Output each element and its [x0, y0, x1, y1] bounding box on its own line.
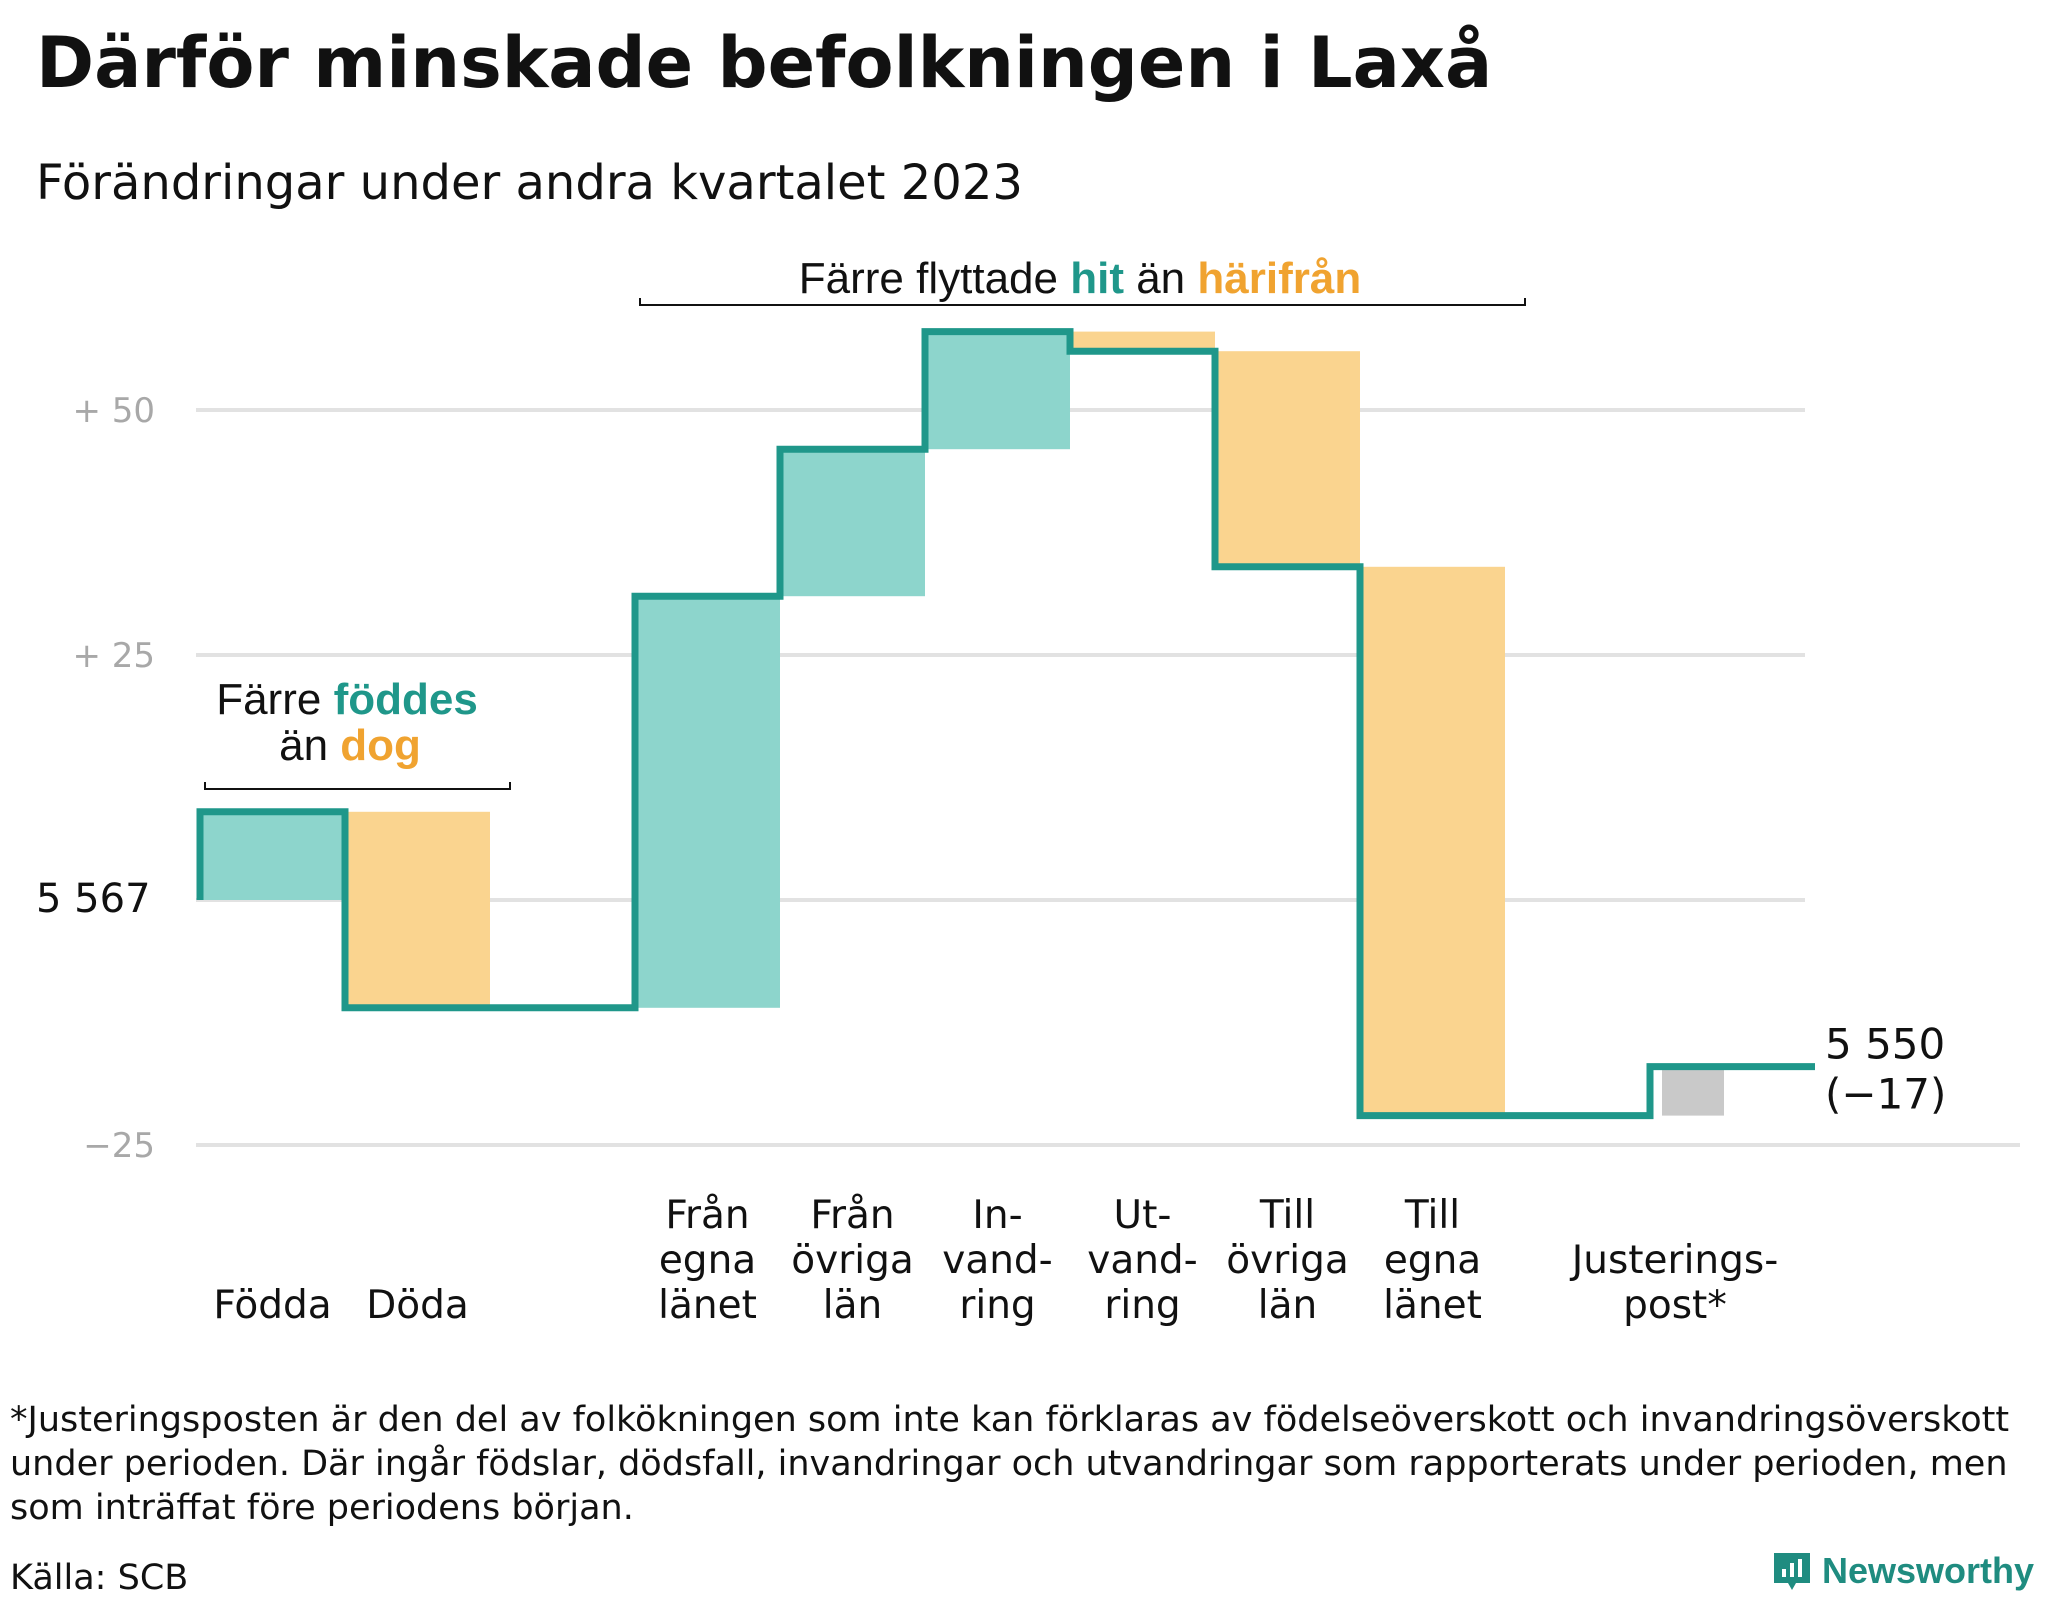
y-tick-label: −25: [83, 1126, 155, 1166]
change-label: (−17): [1825, 1070, 1946, 1119]
category-label: vand-: [1087, 1238, 1198, 1283]
category-label: egna: [659, 1238, 756, 1283]
category-label: ring: [959, 1283, 1035, 1328]
category-label: post*: [1623, 1283, 1727, 1328]
category-label: Födda: [213, 1283, 331, 1328]
category-label: övriga: [791, 1238, 913, 1283]
source-credit: Källa: SCB: [10, 1558, 189, 1598]
category-label: Justerings-: [1569, 1238, 1779, 1283]
category-label: vand-: [942, 1238, 1053, 1283]
bar-in: [925, 331, 1070, 450]
bar-in: [635, 596, 780, 1008]
category-label: Ut-: [1114, 1193, 1172, 1238]
category-label: In-: [972, 1193, 1022, 1238]
category-label: Till: [1259, 1193, 1315, 1238]
bar-out: [1215, 351, 1360, 567]
category-label: övriga: [1226, 1238, 1348, 1283]
category-label: Döda: [366, 1283, 469, 1328]
bar-out: [1070, 331, 1215, 352]
chart-title: Därför minskade befolkningen i Laxå: [36, 22, 1493, 104]
bars: [200, 331, 1724, 1116]
footnote: *Justeringsposten är den del av folkökni…: [10, 1400, 2010, 1528]
category-label: länet: [658, 1283, 757, 1328]
moves-annotation: Färre flyttade hit än härifrån: [799, 254, 1361, 303]
moves-bracket: [639, 298, 1526, 306]
bar-adjust: [1662, 1066, 1724, 1116]
gridlines: [196, 408, 2020, 1147]
category-label: län: [1258, 1283, 1317, 1328]
bar-chart-speech-icon: [1773, 1553, 1810, 1590]
end-value-label: 5 550: [1825, 1020, 1945, 1069]
births-annotation-line1: Färre föddes: [216, 675, 478, 724]
category-label: Från: [665, 1193, 749, 1238]
births-bracket: [204, 782, 511, 790]
bar-in: [200, 811, 345, 900]
brand-name: Newsworthy: [1821, 1550, 2034, 1591]
cumulative-step-line: [196, 328, 1815, 1120]
category-label: ring: [1104, 1283, 1180, 1328]
y-tick-label: + 50: [72, 391, 155, 431]
category-label: egna: [1384, 1238, 1481, 1283]
chart-subtitle: Förändringar under andra kvartalet 2023: [36, 155, 1023, 211]
category-label: Till: [1404, 1193, 1460, 1238]
brand-logo: Newsworthy: [1772, 1550, 2034, 1592]
births-annotation-line2: än dog: [279, 721, 421, 770]
start-value-label: 5 567: [36, 876, 151, 922]
category-label: länet: [1383, 1283, 1482, 1328]
category-label: län: [823, 1283, 882, 1328]
bar-in: [780, 449, 925, 597]
bar-out: [1360, 566, 1505, 1116]
bar-out: [345, 811, 490, 1008]
category-label: Från: [810, 1193, 894, 1238]
y-tick-label: + 25: [72, 636, 155, 676]
